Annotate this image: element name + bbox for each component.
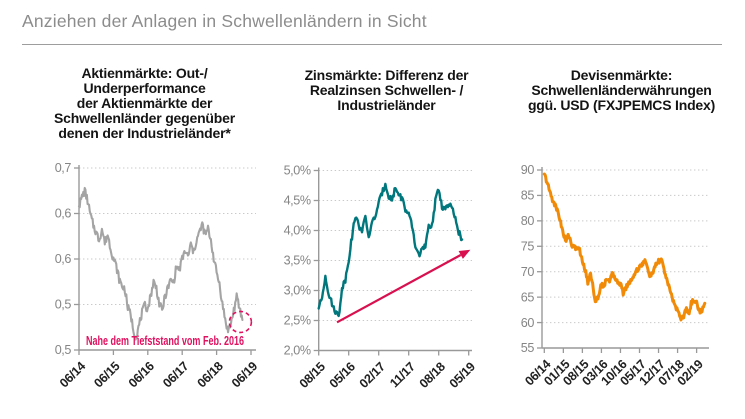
rates-chart: 5,0% 4,5% 4,0% 3,5% 3,0% 2,5% 2,0% 08/1505/1602… [284,164,478,391]
trend-arrow-head [458,249,471,259]
series-line [77,186,244,341]
rates-chart-panel: Zinsmärkte: Differenz der Realzinsen Sch… [278,67,495,391]
y-tick-label: 65 [521,290,535,304]
y-tick-label: 0,7 [55,161,72,175]
equities-chart-panel: Aktienmärkte: Out-/ Underperformance der… [22,65,267,391]
annotation-label: Nahe dem Tiefststand vom Feb. 2016 [86,333,244,348]
page-title: Anziehen der Anlagen in Schwellenländern… [22,11,427,31]
equities-chart: 0,7 0,6 0,6 0,5 0,5 06/14 06/15 06/16 06/17 06/18… [55,161,261,390]
x-tick-label: 06/18 [195,359,226,390]
fx-chart: 908580757065605506/1401/1508/1503/1610/1… [521,163,709,388]
title-divider [22,44,722,45]
y-tick-label: 55 [521,341,535,355]
x-tick-label: 05/19 [447,360,478,391]
y-tick-label: 75 [521,239,535,253]
y-tick-label: 3,0% [284,284,311,298]
y-tick-label: 2,0% [284,344,311,358]
x-tick-label: 06/17 [160,359,191,390]
fx-chart-title: Devisenmärkte: Schwellenländerwährungen … [527,67,716,113]
y-tick-label: 4,0% [284,224,311,238]
y-tick-label: 5,0% [284,164,311,178]
y-tick-label: 0,6 [55,252,72,266]
x-tick-label: 11/17 [387,360,418,391]
series-line [542,172,707,322]
x-tick-label: 08/18 [417,360,448,391]
x-tick-label: 05/16 [327,360,358,391]
x-tick-label: 06/14 [57,359,88,390]
y-tick-label: 80 [521,214,535,228]
trend-arrow [336,254,462,324]
y-tick-label: 60 [521,316,535,330]
x-tick-label: 06/16 [126,359,157,390]
x-tick-label: 08/15 [297,360,328,391]
y-tick-label: 4,5% [284,194,311,208]
x-tick-label: 06/15 [91,359,122,390]
series-line [317,182,464,318]
x-tick-label: 06/19 [229,359,260,390]
y-tick-label: 0,5 [55,298,72,312]
fx-chart-panel: Devisenmärkte: Schwellenländerwährungen … [498,67,745,389]
y-tick-label: 90 [521,163,535,177]
y-tick-label: 70 [521,265,535,279]
y-tick-label: 0,5 [55,343,72,357]
y-tick-label: 3,5% [284,254,311,268]
y-tick-label: 2,5% [284,314,311,328]
rates-chart-title: Zinsmärkte: Differenz der Realzinsen Sch… [304,67,469,113]
equities-chart-title: Aktienmärkte: Out-/ Underperformance der… [54,65,235,141]
lowpoint-circle [228,310,253,334]
y-tick-label: 85 [521,189,535,203]
x-tick-label: 02/17 [357,360,388,391]
y-tick-label: 0,6 [55,207,72,221]
